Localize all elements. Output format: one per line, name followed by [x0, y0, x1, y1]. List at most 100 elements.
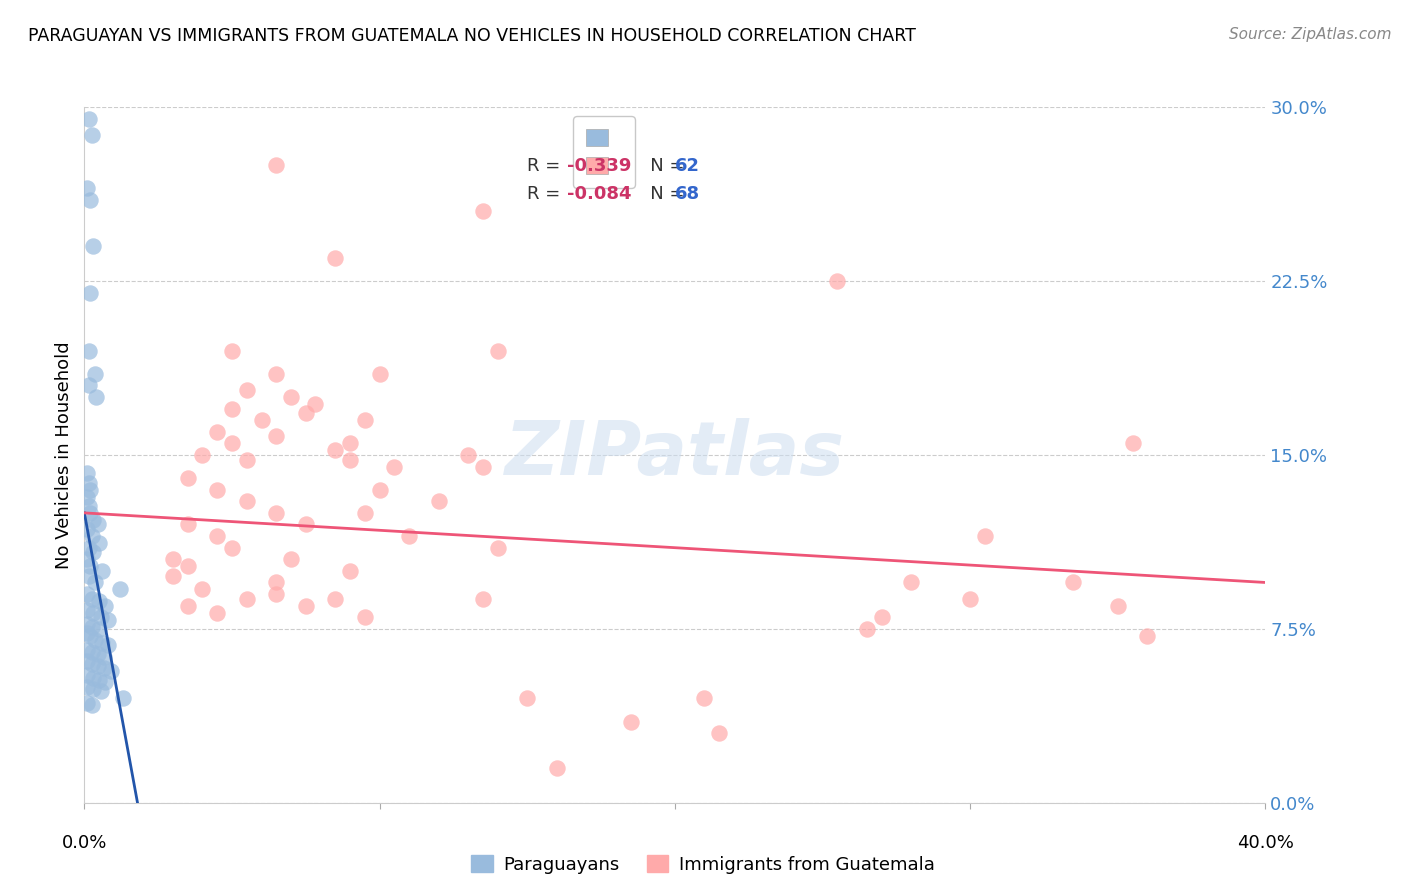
Point: [339, 452, 361, 467]
Point: [97, 638, 120, 652]
Point: [973, 529, 995, 543]
Point: [80, 657, 103, 671]
Y-axis label: No Vehicles in Household: No Vehicles in Household: [55, 341, 73, 569]
Point: [354, 506, 377, 520]
Point: [486, 541, 509, 555]
Point: [91, 564, 114, 578]
Point: [221, 343, 243, 358]
Point: [76, 587, 98, 601]
Point: [76, 467, 98, 481]
Text: Source: ZipAtlas.com: Source: ZipAtlas.com: [1229, 27, 1392, 42]
Point: [79, 285, 101, 300]
Point: [457, 448, 479, 462]
Point: [87, 536, 111, 550]
Point: [76, 552, 98, 566]
Point: [235, 494, 259, 508]
Point: [323, 591, 347, 606]
Point: [108, 582, 131, 597]
Point: [959, 591, 981, 606]
Point: [77, 499, 100, 513]
Point: [235, 591, 259, 606]
Point: [900, 575, 922, 590]
Point: [472, 591, 495, 606]
Point: [90, 684, 112, 698]
Text: 40.0%: 40.0%: [1237, 834, 1294, 852]
Point: [93, 661, 115, 675]
Point: [295, 406, 318, 420]
Point: [82, 682, 104, 697]
Point: [855, 622, 877, 636]
Point: [80, 591, 103, 606]
Point: [83, 367, 105, 381]
Point: [205, 606, 228, 620]
Text: R =: R =: [527, 157, 567, 175]
Point: [77, 541, 100, 555]
Point: [250, 413, 273, 427]
Point: [205, 483, 228, 497]
Point: [221, 436, 243, 450]
Point: [80, 128, 103, 142]
Point: [94, 675, 117, 690]
Text: -0.084: -0.084: [567, 185, 631, 203]
Point: [76, 642, 98, 657]
Point: [827, 274, 849, 288]
Point: [77, 343, 100, 358]
Text: -0.339: -0.339: [567, 157, 631, 175]
Point: [76, 680, 98, 694]
Text: PARAGUAYAN VS IMMIGRANTS FROM GUATEMALA NO VEHICLES IN HOUSEHOLD CORRELATION CHA: PARAGUAYAN VS IMMIGRANTS FROM GUATEMALA …: [28, 27, 915, 45]
Point: [427, 494, 450, 508]
Text: ZIPatlas: ZIPatlas: [505, 418, 845, 491]
Point: [111, 691, 134, 706]
Point: [82, 239, 104, 253]
Point: [83, 575, 105, 590]
Point: [339, 436, 361, 450]
Point: [339, 564, 361, 578]
Point: [97, 613, 120, 627]
Point: [90, 610, 112, 624]
Point: [86, 659, 108, 673]
Point: [1122, 436, 1144, 450]
Text: 62: 62: [675, 157, 700, 175]
Point: [264, 587, 288, 601]
Point: [76, 490, 98, 504]
Point: [619, 714, 641, 729]
Point: [77, 112, 100, 126]
Point: [94, 599, 117, 613]
Legend: Paraguayans, Immigrants from Guatemala: Paraguayans, Immigrants from Guatemala: [461, 847, 945, 883]
Point: [382, 459, 406, 474]
Point: [80, 698, 103, 713]
Point: [80, 529, 103, 543]
Point: [76, 654, 98, 668]
Point: [80, 619, 103, 633]
Point: [546, 761, 568, 775]
Point: [82, 671, 104, 685]
Point: [398, 529, 420, 543]
Point: [91, 636, 114, 650]
Point: [100, 664, 122, 678]
Point: [86, 517, 108, 532]
Point: [1063, 575, 1085, 590]
Legend: , : ,: [574, 116, 634, 188]
Point: [1107, 599, 1129, 613]
Point: [472, 459, 495, 474]
Point: [79, 559, 101, 574]
Point: [304, 397, 326, 411]
Point: [87, 594, 111, 608]
Point: [82, 513, 104, 527]
Point: [486, 343, 509, 358]
Point: [516, 691, 538, 706]
Point: [354, 413, 377, 427]
Point: [205, 529, 228, 543]
Point: [79, 629, 101, 643]
Point: [162, 552, 184, 566]
Point: [79, 193, 101, 207]
Point: [368, 483, 391, 497]
Point: [80, 645, 103, 659]
Point: [83, 633, 105, 648]
Point: [354, 610, 377, 624]
Point: [76, 617, 98, 632]
Point: [295, 517, 318, 532]
Point: [323, 443, 347, 458]
Point: [264, 429, 288, 443]
Point: [295, 599, 318, 613]
